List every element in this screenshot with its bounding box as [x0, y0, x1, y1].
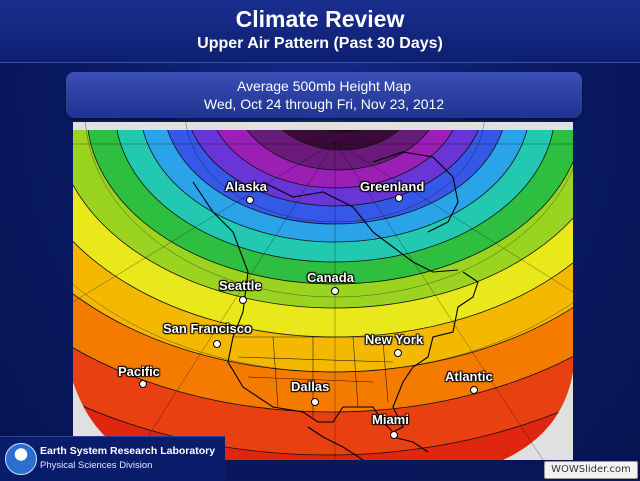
- height-map: [73, 122, 573, 460]
- title-band: Climate Review Upper Air Pattern (Past 3…: [0, 0, 640, 63]
- lab-name: Earth System Research Laboratory: [40, 445, 216, 457]
- label-pacific: Pacific: [118, 364, 160, 379]
- location-dot-greenland: [395, 194, 403, 202]
- division-name: Physical Sciences Division: [40, 460, 153, 471]
- location-dot-pacific: [139, 380, 147, 388]
- esrl-logo-banner: Earth System Research Laboratory Physica…: [0, 436, 225, 481]
- label-atlantic: Atlantic: [445, 369, 493, 384]
- contour-map-graphic: [73, 122, 573, 460]
- label-new-york: New York: [365, 332, 424, 347]
- wowslider-watermark-link[interactable]: WOWSlider.com: [544, 461, 638, 479]
- label-alaska: Alaska: [225, 179, 267, 194]
- label-dallas: Dallas: [291, 379, 330, 394]
- map-date-range: Wed, Oct 24 through Fri, Nov 23, 2012: [203, 96, 445, 112]
- label-seattle: Seattle: [219, 278, 262, 293]
- slide-subtitle: Upper Air Pattern (Past 30 Days): [197, 35, 443, 52]
- map-panel-header: Average 500mb Height Map Wed, Oct 24 thr…: [66, 72, 582, 118]
- location-dot-atlantic: [470, 386, 478, 394]
- location-dot-seattle: [239, 296, 247, 304]
- label-canada: Canada: [307, 270, 354, 285]
- location-dot-miami: [390, 431, 398, 439]
- slide-title: Climate Review: [235, 6, 405, 32]
- location-dot-alaska: [246, 196, 254, 204]
- location-dot-san-francisco: [213, 340, 221, 348]
- label-greenland: Greenland: [360, 179, 425, 194]
- location-dot-new-york: [394, 349, 402, 357]
- label-san-francisco: San Francisco: [163, 321, 252, 336]
- label-miami: Miami: [372, 412, 409, 427]
- map-title: Average 500mb Height Map: [236, 78, 412, 94]
- location-dot-dallas: [311, 398, 319, 406]
- noaa-logo-icon: [5, 443, 37, 475]
- location-dot-canada: [331, 287, 339, 295]
